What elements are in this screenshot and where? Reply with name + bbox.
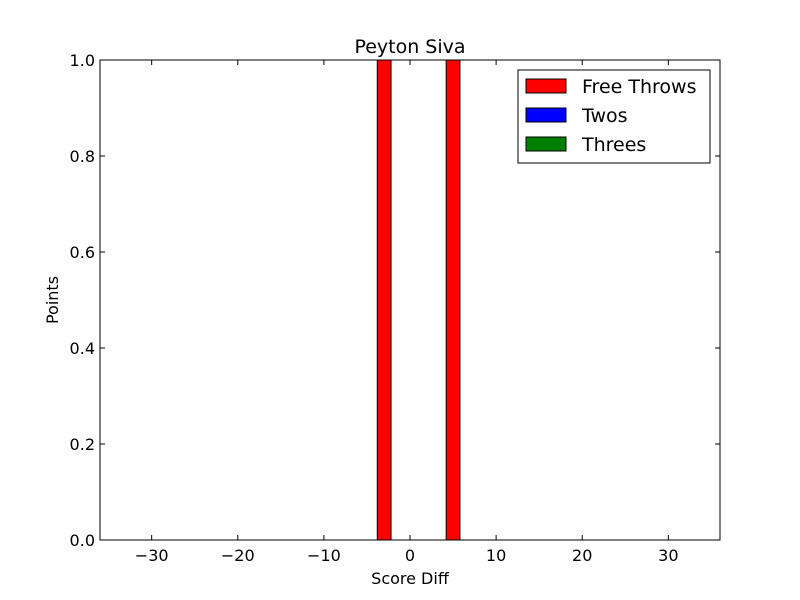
x-tick-label: −20 (221, 546, 255, 565)
y-tick-label: 0.8 (70, 147, 95, 166)
chart-title: Peyton Siva (354, 36, 465, 58)
y-axis-label: Points (43, 276, 62, 324)
legend-swatch-2 (525, 136, 567, 152)
legend-label-2: Threes (581, 134, 646, 156)
legend: Free Throws Twos Threes (517, 69, 711, 164)
plot-frame (99, 59, 721, 541)
y-tick-label: 1.0 (70, 51, 95, 70)
ticks-group: −30 −20 −10 0 10 20 30 0.0 0.2 0.4 0.6 0.8 1.0 (70, 51, 720, 565)
x-tick-label: 0 (405, 546, 415, 565)
bar-0-0 (376, 59, 392, 541)
legend-label-0: Free Throws (582, 76, 696, 98)
x-tick-label: 30 (658, 546, 678, 565)
legend-swatch-1 (525, 107, 567, 123)
legend-label-1: Twos (581, 105, 628, 127)
x-tick-label: −30 (135, 546, 169, 565)
bar-0-1 (445, 59, 461, 541)
y-tick-label: 0.2 (70, 435, 95, 454)
x-tick-label: 20 (572, 546, 592, 565)
y-tick-label: 0.4 (70, 339, 95, 358)
x-axis-label: Score Diff (371, 569, 450, 588)
y-tick-label: 0.0 (70, 531, 95, 550)
legend-swatch-0 (525, 78, 567, 94)
bars-group (100, 59, 720, 541)
y-tick-label: 0.6 (70, 243, 95, 262)
x-tick-label: 10 (486, 546, 506, 565)
x-tick-label: −10 (307, 546, 341, 565)
